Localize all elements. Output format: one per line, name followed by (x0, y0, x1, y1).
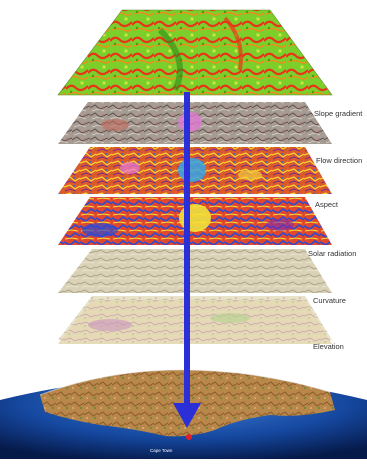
layer-elevation (58, 300, 332, 344)
layer-classified-map (57, 9, 333, 96)
layer-slope-gradient (58, 102, 332, 144)
label-curvature: Curvature (313, 296, 346, 305)
layer-flow-direction (58, 147, 332, 194)
location-label: Cape Town (150, 448, 173, 453)
label-solar-radiation: Solar radiation (308, 249, 357, 258)
label-slope-gradient: Slope gradient (314, 109, 363, 118)
projection-arrow (173, 92, 201, 428)
label-elevation: Elevation (313, 342, 344, 351)
layer-solar-radiation (58, 249, 332, 293)
label-aspect: Aspect (315, 200, 338, 209)
layer-aspect (58, 197, 332, 245)
location-marker (186, 434, 192, 440)
label-flow-direction: Flow direction (316, 156, 363, 165)
